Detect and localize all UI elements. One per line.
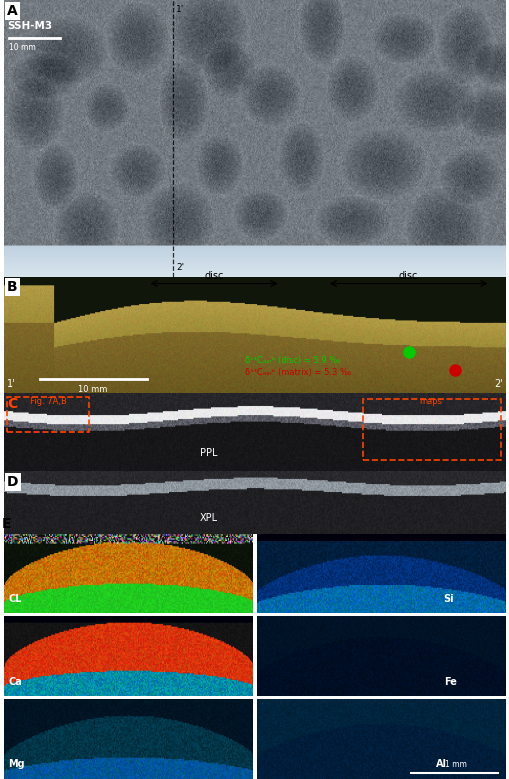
Text: δ¹³Cₐₐᵣᵇ (disc) = 5.9 ‰: δ¹³Cₐₐᵣᵇ (disc) = 5.9 ‰ — [244, 356, 340, 365]
Text: D: D — [7, 475, 19, 489]
Bar — [7, 397, 89, 432]
Text: Al: Al — [435, 760, 446, 770]
Text: Si: Si — [443, 594, 454, 604]
Text: SSH-M3: SSH-M3 — [7, 21, 52, 31]
Text: δ¹³Cₐₐᵣᵇ (matrix) = 5.3 ‰: δ¹³Cₐₐᵣᵇ (matrix) = 5.3 ‰ — [244, 368, 350, 377]
Text: A: A — [7, 4, 18, 18]
Text: Fig. 7A,B: Fig. 7A,B — [30, 397, 67, 407]
Text: disc: disc — [398, 271, 417, 281]
Text: 2': 2' — [176, 263, 184, 272]
Text: PPL: PPL — [200, 448, 217, 458]
Text: disc: disc — [204, 271, 223, 281]
Text: XPL: XPL — [200, 513, 217, 523]
Text: B: B — [7, 280, 18, 294]
Text: 10 mm: 10 mm — [9, 43, 36, 51]
Text: 10 mm: 10 mm — [78, 385, 108, 394]
Text: Ca: Ca — [8, 677, 22, 686]
Text: 2': 2' — [493, 379, 502, 389]
Text: CL: CL — [8, 594, 22, 604]
Text: 1 mm: 1 mm — [444, 760, 466, 769]
Text: C: C — [7, 397, 17, 411]
Text: E: E — [2, 517, 12, 531]
Bar — [362, 399, 500, 460]
Text: Fe: Fe — [443, 677, 456, 686]
Text: 1': 1' — [7, 379, 16, 389]
Text: Mg: Mg — [8, 760, 25, 770]
Text: maps: maps — [419, 397, 442, 407]
Text: 1': 1' — [176, 5, 184, 14]
